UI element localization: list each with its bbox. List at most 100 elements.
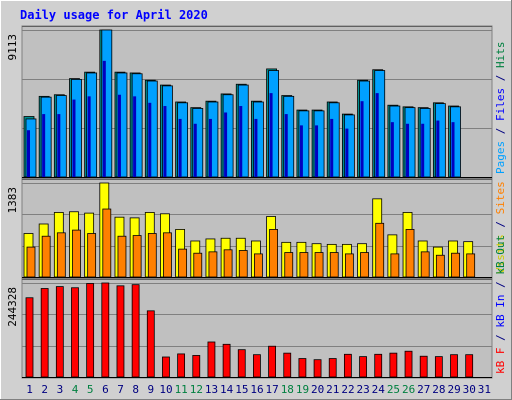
day-label-21: 21	[326, 383, 339, 396]
day-label-22: 22	[341, 383, 354, 396]
bar-sites-day-2	[41, 235, 51, 278]
bar-sites-day-23	[360, 252, 369, 278]
bar-sites-day-14	[223, 249, 233, 278]
bar-kb-f-day-6	[101, 282, 110, 378]
bar-files-day-20	[315, 125, 319, 177]
bar-files-day-21	[330, 118, 334, 177]
bar-kb-f-day-30	[465, 354, 474, 378]
bar-files-day-6	[102, 60, 106, 177]
bar-sites-day-15	[238, 250, 248, 278]
bar-kb-f-day-5	[86, 283, 95, 378]
bar-files-day-2	[42, 114, 46, 177]
bar-kb-f-day-26	[404, 350, 413, 378]
day-label-16: 16	[250, 383, 263, 396]
bar-kb-f-day-28	[434, 356, 443, 378]
chart-panels: 9113 Pages / Files / Hits 1383 Visits / Sit…	[6, 25, 507, 379]
bar-kb-f-day-21	[328, 358, 337, 378]
day-label-18: 18	[281, 383, 294, 396]
bar-sites-day-29	[451, 252, 460, 278]
panel-top: 9113 Pages / Files / Hits	[6, 25, 507, 179]
bar-sites-day-1	[26, 246, 36, 278]
bar-files-day-22	[345, 128, 349, 177]
bar-sites-day-8	[132, 235, 142, 278]
bar-sites-day-28	[435, 254, 445, 278]
bar-sites-day-9	[147, 233, 157, 278]
bar-files-day-9	[148, 102, 152, 177]
bar-sites-day-26	[405, 229, 415, 278]
bar-files-day-17	[269, 93, 273, 177]
day-label-19: 19	[296, 383, 309, 396]
day-label-23: 23	[357, 383, 370, 396]
panel-top-ymax-label: 9113	[6, 34, 19, 61]
bar-files-day-29	[451, 122, 455, 177]
bar-files-day-4	[72, 99, 76, 177]
legend-part: Hits	[494, 42, 507, 69]
bar-sites-day-10	[163, 232, 172, 278]
bar-files-day-16	[254, 118, 258, 177]
bar-files-day-28	[436, 120, 440, 177]
bar-kb-f-day-18	[283, 352, 292, 378]
bar-kb-f-day-20	[313, 359, 322, 378]
bar-sites-day-6	[102, 208, 112, 278]
legend-part: Visits	[494, 234, 507, 274]
day-label-3: 3	[57, 383, 64, 396]
bar-sites-day-22	[344, 253, 354, 278]
bar-kb-f-day-29	[450, 354, 458, 378]
bar-files-day-24	[375, 93, 379, 177]
legend-part: kB In	[494, 295, 507, 328]
panel-top-legend: Pages / Files / Hits	[494, 42, 507, 175]
bar-kb-f-day-1	[25, 297, 34, 378]
legend-part: kB F	[494, 348, 507, 375]
bar-files-day-23	[360, 101, 364, 177]
day-label-27: 27	[417, 383, 430, 396]
day-label-29: 29	[447, 383, 460, 396]
bar-kb-f-day-4	[71, 287, 79, 378]
day-label-11: 11	[175, 383, 188, 396]
bar-kb-f-day-14	[222, 343, 231, 378]
day-label-24: 24	[372, 383, 386, 396]
bar-files-day-25	[390, 122, 394, 177]
day-label-10: 10	[159, 383, 172, 396]
day-label-8: 8	[132, 383, 139, 396]
bar-kb-f-day-3	[55, 286, 64, 378]
bar-files-day-15	[239, 106, 243, 177]
day-label-12: 12	[190, 383, 203, 396]
bar-files-day-12	[193, 123, 197, 177]
bar-sites-day-3	[56, 232, 66, 278]
bar-kb-f-day-25	[389, 352, 398, 378]
panel-middle: 1383 Visits / Sites	[6, 178, 507, 279]
day-label-4: 4	[72, 383, 79, 396]
bar-sites-day-13	[208, 251, 218, 278]
bar-files-day-10	[163, 106, 167, 177]
day-label-20: 20	[311, 383, 324, 396]
bar-files-day-11	[178, 118, 182, 177]
bar-files-day-8	[133, 96, 137, 177]
bar-kb-f-day-10	[162, 356, 170, 378]
bar-sites-day-18	[284, 252, 294, 278]
legend-part: /	[494, 328, 507, 348]
day-label-25: 25	[387, 383, 400, 396]
bar-files-day-19	[299, 125, 303, 177]
day-label-2: 2	[41, 383, 48, 396]
bar-kb-f-day-2	[40, 288, 49, 378]
bar-sites-day-19	[299, 252, 309, 278]
day-label-26: 26	[402, 383, 415, 396]
panel-bottom-ymax-label: 244328	[6, 287, 19, 327]
bar-files-day-27	[421, 123, 425, 177]
legend-part: Files	[494, 88, 507, 121]
day-label-6: 6	[102, 383, 109, 396]
bar-kb-f-day-7	[116, 285, 125, 378]
bar-kb-f-day-24	[374, 353, 383, 378]
bar-sites-day-16	[254, 253, 263, 278]
day-label-7: 7	[117, 383, 124, 396]
legend-part: Sites	[494, 181, 507, 214]
bar-files-day-1	[27, 130, 30, 177]
bar-sites-day-12	[193, 252, 203, 278]
bar-kb-f-day-15	[237, 349, 246, 378]
bar-sites-day-17	[269, 229, 278, 278]
bar-kb-f-day-23	[359, 356, 367, 378]
bar-kb-f-day-16	[253, 354, 261, 378]
chart-title: Daily usage for April 2020	[20, 8, 208, 22]
bar-files-day-18	[284, 114, 288, 177]
